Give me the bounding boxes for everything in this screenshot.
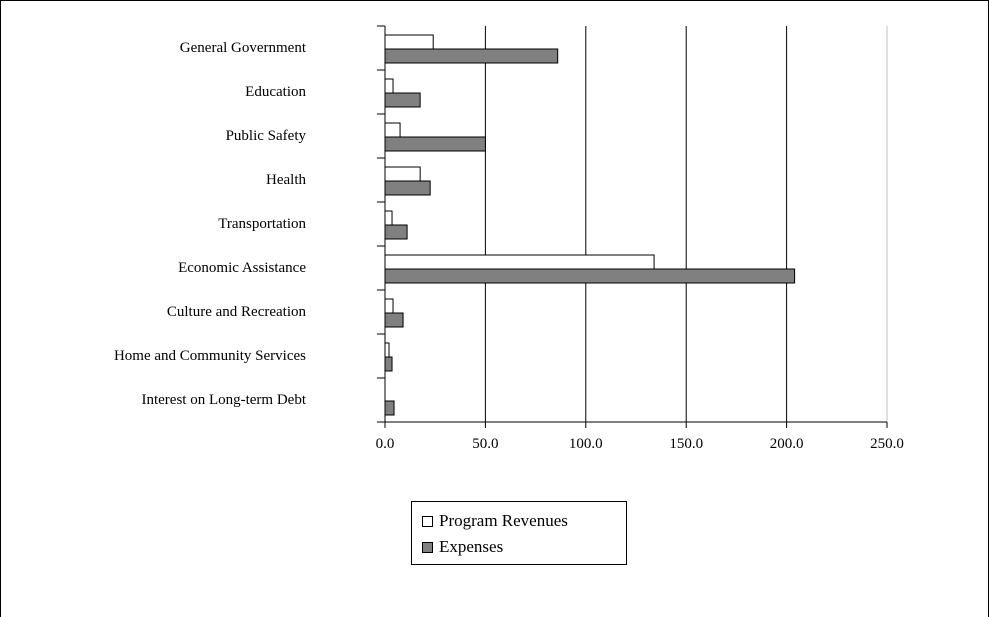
bar-program-revenues <box>384 342 390 358</box>
legend-item-program-revenues: Program Revenues <box>422 510 568 532</box>
legend-item-expenses: Expenses <box>422 536 503 558</box>
category-label: Public Safety <box>226 128 307 144</box>
bar-expenses <box>384 312 404 328</box>
bar-expenses <box>384 48 559 64</box>
bar-program-revenues <box>384 210 393 226</box>
bar-program-revenues <box>384 122 401 138</box>
legend-label-expenses: Expenses <box>439 537 504 556</box>
bar-program-revenues <box>384 78 394 94</box>
category-label: Health <box>266 172 306 188</box>
category-label: General Government <box>180 40 307 56</box>
bar-program-revenues <box>384 254 655 270</box>
x-tick-label: 150.0 <box>669 436 703 452</box>
legend-label-program-revenues: Program Revenues <box>439 511 568 530</box>
x-tick-label: 200.0 <box>770 436 804 452</box>
bar-expenses <box>384 180 431 196</box>
bar-expenses <box>384 136 486 152</box>
bar-program-revenues <box>384 298 394 314</box>
bar-program-revenues <box>384 34 434 50</box>
bar-program-revenues <box>384 166 421 182</box>
x-tick-label: 250.0 <box>870 436 904 452</box>
bar-expenses <box>384 268 796 284</box>
category-label: Transportation <box>218 216 306 232</box>
category-label: Education <box>245 84 306 100</box>
category-label: Interest on Long-term Debt <box>141 392 306 408</box>
legend-swatch-program-revenues <box>422 515 433 527</box>
bar-expenses <box>384 224 408 240</box>
legend-swatch-expenses <box>422 541 433 553</box>
category-label: Economic Assistance <box>178 260 306 276</box>
bar-expenses <box>384 400 395 416</box>
legend: Program Revenues Expenses <box>411 501 627 565</box>
x-tick-label: 0.0 <box>376 436 395 452</box>
bar-expenses <box>384 92 421 108</box>
category-label: Culture and Recreation <box>167 304 307 320</box>
bar-expenses <box>384 356 393 372</box>
x-tick-label: 50.0 <box>472 436 498 452</box>
x-tick-label: 100.0 <box>569 436 603 452</box>
category-label: Home and Community Services <box>114 348 306 364</box>
